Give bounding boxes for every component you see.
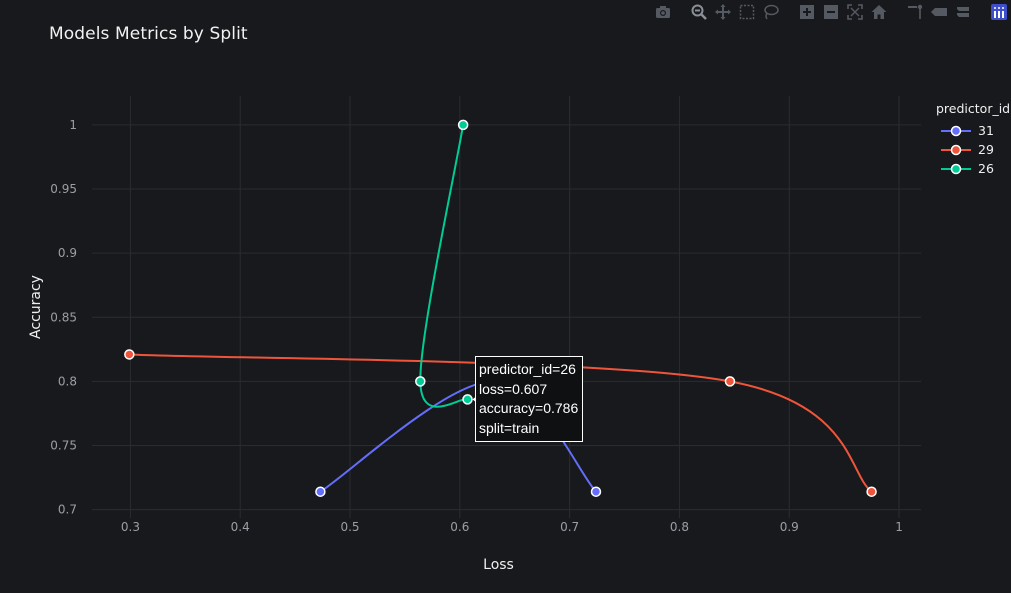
modebar-group-drag [687,3,783,21]
x-tick-label: 0.5 [340,520,359,534]
y-tick-label: 0.8 [58,374,77,388]
tooltip-line-predictor: predictor_id=26 [479,361,576,377]
hover-closest-icon[interactable] [929,3,949,21]
zoom-in-icon[interactable] [797,3,817,21]
x-tick-label: 0.7 [560,520,579,534]
camera-icon[interactable] [653,3,673,21]
box-select-icon[interactable] [737,3,757,21]
legend-item-31[interactable]: 31 [936,121,1010,140]
x-tick-label: 0.6 [450,520,469,534]
legend-label-29: 29 [978,142,994,157]
modebar-group-export [651,3,675,21]
modebar [639,2,1011,22]
plotly-logo-icon[interactable] [989,3,1009,21]
legend-swatch-29 [941,144,971,155]
y-tick-label: 1 [69,118,77,132]
legend-item-29[interactable]: 29 [936,140,1010,159]
y-tick-label: 0.85 [50,310,77,324]
tooltip-line-split: split=train [479,419,540,436]
modebar-group-zoom [795,3,891,21]
x-tick-label: 0.9 [780,520,799,534]
legend: predictor_id 31 29 26 [936,101,1010,178]
series-26[interactable] [419,124,468,408]
pan-icon[interactable] [713,3,733,21]
plot-area[interactable] [92,96,921,518]
data-point-26[interactable] [457,119,469,131]
x-tick-label: 0.4 [231,520,250,534]
x-tick-label: 0.3 [121,520,140,534]
y-tick-label: 0.95 [50,182,77,196]
legend-label-26: 26 [978,161,994,176]
data-point-26[interactable] [415,376,426,387]
spike-lines-icon[interactable] [905,3,925,21]
y-axis-title: Accuracy [28,275,44,339]
legend-swatch-31 [941,125,971,136]
y-tick-label: 0.9 [58,246,77,260]
legend-title: predictor_id [936,101,1011,116]
x-tick-label: 0.8 [670,520,689,534]
tooltip-line-loss: loss=0.607 [479,380,548,397]
home-icon[interactable] [869,3,889,21]
chart-title: Models Metrics by Split [49,24,248,44]
data-point-29[interactable] [866,486,877,497]
x-tick-label: 1 [895,520,903,534]
modebar-group-hover [903,3,975,21]
y-gridlines [92,124,921,511]
data-point-26[interactable] [462,394,473,405]
data-point-29[interactable] [724,376,736,387]
x-tick-labels: 0.3 0.4 0.5 0.6 0.7 0.8 0.9 1 [121,520,903,534]
modebar-group-logo [987,3,1011,21]
series-line-29[interactable] [129,353,873,493]
series-29[interactable] [129,353,873,493]
hover-compare-icon[interactable] [953,3,973,21]
x-axis-title: Loss [483,557,514,573]
legend-swatch-26 [941,163,971,174]
hover-tooltip: predictor_id=26 loss=0.607 accuracy=0.78… [475,356,584,442]
legend-item-26[interactable]: 26 [936,159,1010,178]
data-point-31[interactable] [315,486,326,497]
y-tick-labels: 0.7 0.75 0.8 0.85 0.9 0.95 1 [50,118,77,517]
zoom-icon[interactable] [689,3,709,21]
series-markers-29[interactable] [124,349,877,497]
y-tick-label: 0.75 [50,439,77,453]
data-point-31[interactable] [590,486,602,497]
series-markers-26[interactable] [415,119,473,405]
lasso-select-icon[interactable] [761,3,781,21]
legend-label-31: 31 [978,123,994,138]
autoscale-icon[interactable] [845,3,865,21]
x-gridlines [129,96,900,518]
data-point-29[interactable] [124,349,135,360]
tooltip-line-accuracy: accuracy=0.786 [479,400,579,416]
series-line-26[interactable] [419,124,468,408]
y-tick-label: 0.7 [58,503,77,517]
zoom-out-icon[interactable] [821,3,841,21]
